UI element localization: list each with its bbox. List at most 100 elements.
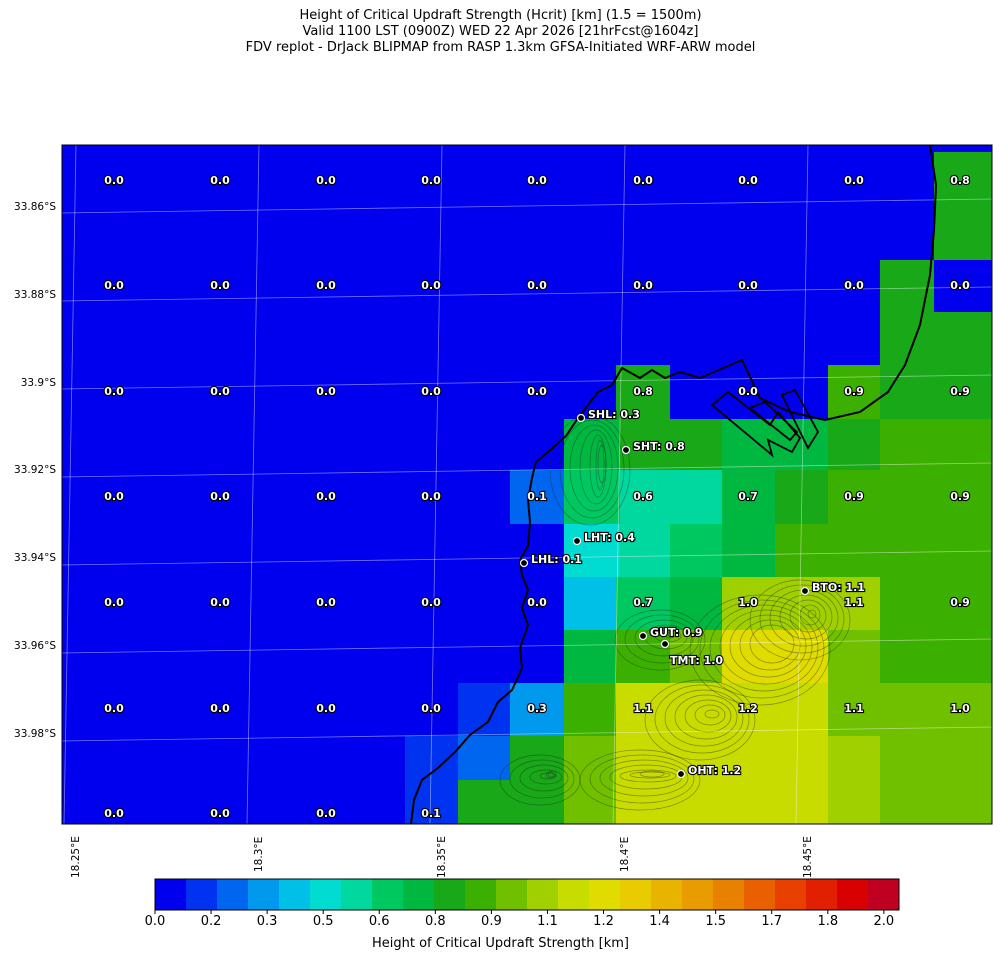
colorbar-swatch	[713, 879, 745, 910]
grid-cell	[670, 524, 722, 577]
plot-frame	[61, 144, 993, 825]
grid-cell	[880, 577, 992, 630]
contour-line	[729, 614, 807, 678]
grid-value: 1.1	[844, 702, 864, 715]
grid-cell	[616, 780, 722, 824]
contour-line	[759, 584, 845, 654]
lat-label: 33.88°S	[14, 289, 56, 301]
lat-label: 33.96°S	[14, 640, 56, 652]
grid-value: 0.0	[210, 490, 230, 503]
contour-line	[589, 434, 607, 498]
contour-line	[749, 624, 795, 664]
contour-line	[499, 754, 581, 806]
grid-cell	[510, 780, 564, 824]
grid-value: 0.0	[104, 702, 124, 715]
grid-cell	[510, 577, 564, 630]
station-dot[interactable]	[576, 413, 586, 423]
grid-value: 0.0	[316, 174, 336, 187]
grid-cell	[620, 524, 670, 577]
grid-value: 0.0	[210, 702, 230, 715]
contour-line	[595, 439, 605, 491]
grid-cell	[564, 780, 616, 824]
grid-cell	[880, 260, 934, 365]
grid-cell	[722, 780, 828, 824]
colorbar-swatch	[806, 879, 838, 910]
grid-value: 0.1	[421, 807, 441, 820]
grid-cell	[934, 207, 992, 260]
grid-value: 0.0	[104, 807, 124, 820]
grid-value: 0.0	[210, 807, 230, 820]
grid-value: 0.7	[633, 596, 653, 609]
grid-value: 0.0	[421, 279, 441, 292]
grid-value: 0.0	[421, 490, 441, 503]
grid-value: 0.0	[527, 596, 547, 609]
grid-value: 0.0	[210, 596, 230, 609]
lon-label: 18.25°E	[70, 836, 82, 878]
grid-value: 0.0	[844, 174, 864, 187]
station-dot[interactable]	[638, 631, 648, 641]
contour-line	[667, 630, 677, 638]
colorbar-swatch	[341, 879, 373, 910]
station-dot[interactable]	[676, 769, 686, 779]
grid-cell	[880, 630, 992, 683]
contour-line	[709, 604, 819, 692]
grid-value: 0.1	[527, 490, 547, 503]
contour-line	[549, 414, 631, 526]
grid-cell	[934, 312, 992, 365]
contour-line	[674, 694, 738, 740]
grid-cell	[564, 470, 620, 524]
colorbar-tick-label: 1.7	[761, 914, 783, 929]
contour-line	[539, 772, 557, 780]
lon-label: 18.35°E	[436, 836, 448, 878]
colorbar-swatch	[155, 879, 187, 910]
station-dot[interactable]	[572, 536, 582, 546]
title-line-1: Height of Critical Updraft Strength (Hcr…	[299, 8, 702, 23]
grid-cells	[405, 152, 992, 824]
contour-line	[599, 759, 689, 797]
colorbar-swatch	[775, 879, 807, 910]
grid-cell	[670, 577, 722, 630]
contour-line	[634, 619, 694, 657]
contour-line	[779, 594, 833, 640]
station-dot[interactable]	[800, 586, 810, 596]
grid-value: 0.3	[527, 702, 547, 715]
grid-cell	[828, 780, 880, 824]
grid-line	[62, 286, 992, 302]
grid-line	[795, 145, 809, 824]
station-dot[interactable]	[519, 558, 529, 568]
title-line-2: Valid 1100 LST (0900Z) WED 22 Apr 2026 […	[302, 24, 699, 39]
colorbar-tick-label: 1.2	[593, 914, 614, 929]
station-label: GUT: 0.9	[650, 626, 703, 639]
grid-value: 0.0	[633, 279, 653, 292]
contour-line	[597, 444, 607, 484]
grid-value: 0.0	[316, 596, 336, 609]
grid-cell	[880, 419, 934, 470]
grid-cell	[775, 470, 828, 524]
grid-value: 0.0	[527, 385, 547, 398]
coastline	[410, 145, 938, 824]
colorbar-swatch	[620, 879, 652, 910]
contour-line	[629, 771, 671, 779]
grid-line	[612, 145, 626, 824]
colorbar-tick-label: 1.8	[817, 914, 839, 929]
contour-line	[559, 419, 625, 519]
station-dot[interactable]	[660, 639, 670, 649]
colorbar-label: Height of Critical Updraft Strength [km]	[372, 936, 629, 951]
grid-value: 1.1	[844, 596, 864, 609]
grid-value: 0.0	[738, 174, 758, 187]
lat-label: 33.92°S	[14, 464, 56, 476]
lat-label: 33.86°S	[14, 201, 56, 213]
grid-value: 0.0	[104, 596, 124, 609]
colorbar-swatch	[837, 879, 869, 910]
colorbar-swatch	[558, 879, 590, 910]
grid-cell	[828, 419, 880, 470]
grid-cell	[880, 780, 992, 824]
station-dot[interactable]	[621, 445, 631, 455]
grid-cell	[510, 470, 564, 524]
grid-value: 0.0	[316, 385, 336, 398]
grid-cell	[934, 260, 992, 312]
grid-cell	[722, 683, 775, 736]
grid-cell	[458, 683, 510, 736]
